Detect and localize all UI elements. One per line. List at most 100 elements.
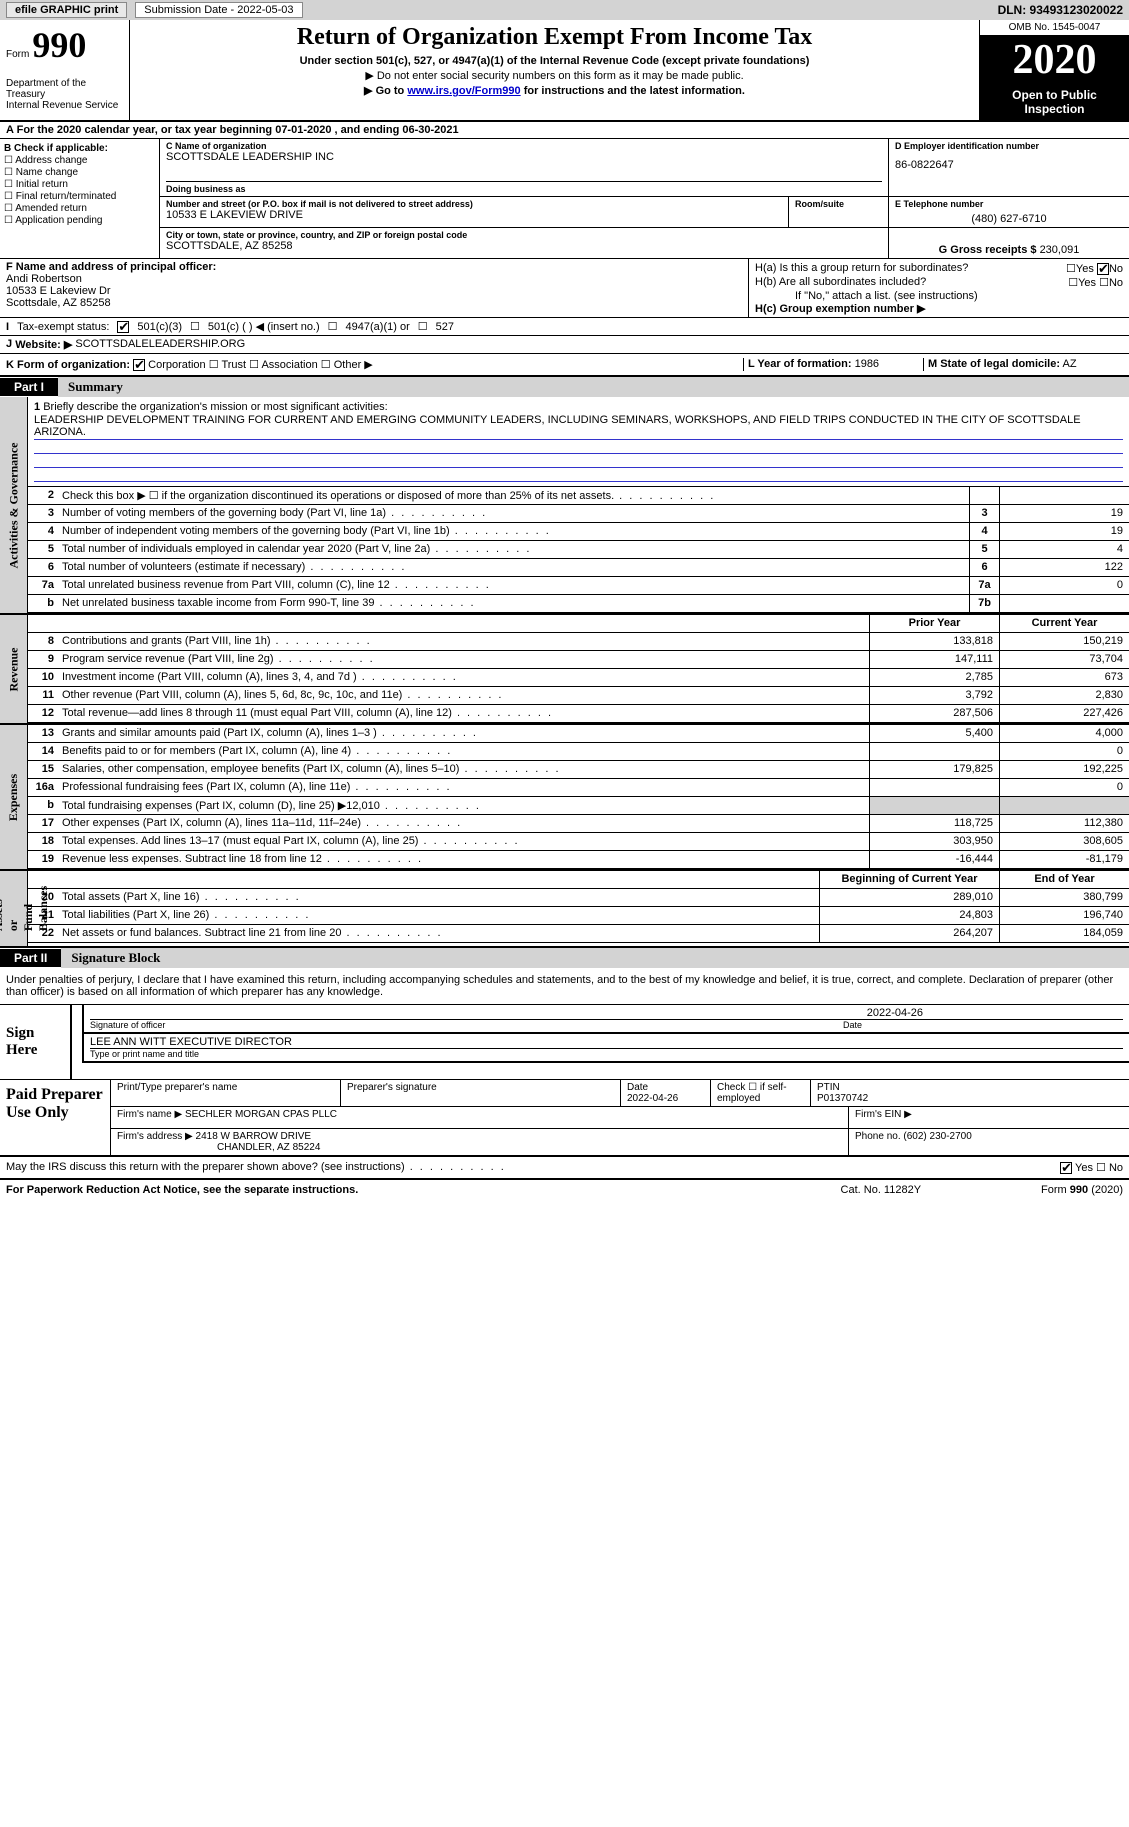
table-row: 22Net assets or fund balances. Subtract … — [28, 925, 1129, 943]
net-assets-section: Net Assets or Fund Balances Beginning of… — [0, 871, 1129, 948]
table-row: 20Total assets (Part X, line 16)289,0103… — [28, 889, 1129, 907]
paid-preparer-label: Paid Preparer Use Only — [0, 1080, 110, 1155]
rev-header-row: Prior Year Current Year — [28, 615, 1129, 633]
side-governance: Activities & Governance — [0, 397, 28, 613]
chk-501c3[interactable] — [117, 321, 129, 333]
ha-label: H(a) Is this a group return for subordin… — [755, 262, 1066, 275]
top-bar: efile GRAPHIC print Submission Date - 20… — [0, 0, 1129, 20]
org-name-cell: C Name of organization SCOTTSDALE LEADER… — [160, 139, 889, 196]
submission-date: Submission Date - 2022-05-03 — [135, 2, 302, 18]
addr-value: 10533 E LAKEVIEW DRIVE — [166, 209, 782, 221]
footer-left: For Paperwork Reduction Act Notice, see … — [6, 1184, 358, 1196]
chk-initial-return[interactable]: ☐ Initial return — [4, 179, 155, 190]
table-row: 17Other expenses (Part IX, column (A), l… — [28, 815, 1129, 833]
row-i: I Tax-exempt status: 501(c)(3) ☐ 501(c) … — [0, 318, 1129, 336]
hb-label: H(b) Are all subordinates included? — [755, 276, 1068, 289]
org-name: SCOTTSDALE LEADERSHIP INC — [166, 151, 882, 163]
opt-501c3: 501(c)(3) — [137, 321, 182, 333]
table-row: 10Investment income (Part VIII, column (… — [28, 669, 1129, 687]
sign-here-label: Sign Here — [0, 1005, 70, 1079]
prep-ptin: PTINP01370742 — [811, 1080, 1129, 1106]
table-row: 4Number of independent voting members of… — [28, 523, 1129, 541]
expenses-section: Expenses 13Grants and similar amounts pa… — [0, 725, 1129, 871]
form-note-1: ▶ Do not enter social security numbers o… — [134, 69, 975, 82]
table-row: 6Total number of volunteers (estimate if… — [28, 559, 1129, 577]
form-number: 990 — [32, 25, 86, 65]
brief-blank — [34, 440, 1123, 454]
cat-no: Cat. No. 11282Y — [841, 1184, 922, 1196]
hb-yn[interactable]: ☐Yes ☐No — [1068, 276, 1123, 289]
prep-selfemp[interactable]: Check ☐ if self-employed — [711, 1080, 811, 1106]
j-label: Website: ▶ — [15, 338, 72, 351]
chk-corporation[interactable] — [133, 359, 145, 371]
footer: For Paperwork Reduction Act Notice, see … — [0, 1180, 1129, 1200]
irs-link[interactable]: www.irs.gov/Form990 — [407, 85, 520, 97]
section-bc: B Check if applicable: ☐ Address change … — [0, 139, 1129, 259]
part2-num: Part II — [0, 949, 61, 967]
table-row: 13Grants and similar amounts paid (Part … — [28, 725, 1129, 743]
box-h: H(a) Is this a group return for subordin… — [749, 259, 1129, 317]
table-row: 3Number of voting members of the governi… — [28, 505, 1129, 523]
note2-pre: ▶ Go to — [364, 85, 407, 97]
opt-4947: 4947(a)(1) or — [346, 321, 410, 333]
city-cell: City or town, state or province, country… — [160, 228, 889, 258]
omb-number: OMB No. 1545-0047 — [980, 20, 1129, 36]
website-value: SCOTTSDALELEADERSHIP.ORG — [75, 338, 245, 351]
brief-num: 1 — [34, 401, 40, 413]
gross-receipts-label: G Gross receipts $ — [939, 244, 1037, 256]
side-net-assets: Net Assets or Fund Balances — [0, 871, 28, 946]
table-row: 12Total revenue—add lines 8 through 11 (… — [28, 705, 1129, 723]
room-cell: Room/suite — [789, 197, 889, 227]
table-row: bNet unrelated business taxable income f… — [28, 595, 1129, 613]
prior-year-hdr: Prior Year — [869, 615, 999, 632]
dba-label: Doing business as — [166, 181, 882, 194]
box-d: D Employer identification number 86-0822… — [889, 139, 1129, 196]
sig-declaration: Under penalties of perjury, I declare th… — [0, 968, 1129, 1005]
chk-name-change[interactable]: ☐ Name change — [4, 167, 155, 178]
part1-header: Part I Summary — [0, 377, 1129, 397]
phone-value: (480) 627-6710 — [895, 213, 1123, 225]
i-label: Tax-exempt status: — [17, 321, 109, 333]
brief-blank — [34, 454, 1123, 468]
prep-date-hdr: Date2022-04-26 — [621, 1080, 711, 1106]
f-addr1: 10533 E Lakeview Dr — [6, 285, 111, 297]
discuss-yn[interactable]: Yes ☐ No — [1060, 1161, 1123, 1174]
end-year-hdr: End of Year — [999, 871, 1129, 888]
chk-app-pending[interactable]: ☐ Application pending — [4, 215, 155, 226]
sig-date: 2022-04-26 — [867, 1007, 923, 1019]
header-right: OMB No. 1545-0047 2020 Open to Public In… — [979, 20, 1129, 120]
row-j: J Website: ▶ SCOTTSDALELEADERSHIP.ORG — [0, 336, 1129, 354]
chk-final-return[interactable]: ☐ Final return/terminated — [4, 191, 155, 202]
efile-print-button[interactable]: efile GRAPHIC print — [6, 2, 127, 18]
current-year-hdr: Current Year — [999, 615, 1129, 632]
form-note-2: ▶ Go to www.irs.gov/Form990 for instruct… — [134, 84, 975, 97]
k-label: K Form of organization: — [6, 359, 130, 371]
part2-title: Signature Block — [61, 948, 1129, 968]
ein-label: D Employer identification number — [895, 141, 1123, 151]
box-e: E Telephone number (480) 627-6710 — [889, 197, 1129, 227]
header-center: Return of Organization Exempt From Incom… — [130, 20, 979, 120]
date-label: Date — [843, 1020, 1123, 1030]
part1-title: Summary — [58, 377, 1129, 397]
form-id-box: Form 990 Department of the Treasury Inte… — [0, 20, 130, 120]
sign-here-section: Sign Here 2022-04-26 Signature of office… — [0, 1005, 1129, 1080]
form-label: Form — [6, 49, 29, 60]
table-row: 21Total liabilities (Part X, line 26)24,… — [28, 907, 1129, 925]
note2-post: for instructions and the latest informat… — [521, 85, 745, 97]
ha-yn[interactable]: ☐Yes No — [1066, 262, 1123, 275]
discuss-text: May the IRS discuss this return with the… — [6, 1161, 506, 1174]
org-name-label: C Name of organization — [166, 141, 882, 151]
row-k: K Form of organization: Corporation ☐ Tr… — [0, 354, 1129, 377]
tax-year: 2020 — [980, 36, 1129, 84]
chk-amended-return[interactable]: ☐ Amended return — [4, 203, 155, 214]
paid-preparer-section: Paid Preparer Use Only Print/Type prepar… — [0, 1080, 1129, 1157]
f-label: F Name and address of principal officer: — [6, 261, 216, 273]
m-label: M State of legal domicile: — [928, 358, 1060, 370]
table-row: 16aProfessional fundraising fees (Part I… — [28, 779, 1129, 797]
row-a-tax-year: A For the 2020 calendar year, or tax yea… — [0, 122, 1129, 139]
chk-address-change[interactable]: ☐ Address change — [4, 155, 155, 166]
firm-ein: Firm's EIN ▶ — [849, 1107, 1129, 1128]
table-row: 14Benefits paid to or for members (Part … — [28, 743, 1129, 761]
side-expenses: Expenses — [0, 725, 28, 869]
part2-header: Part II Signature Block — [0, 948, 1129, 968]
